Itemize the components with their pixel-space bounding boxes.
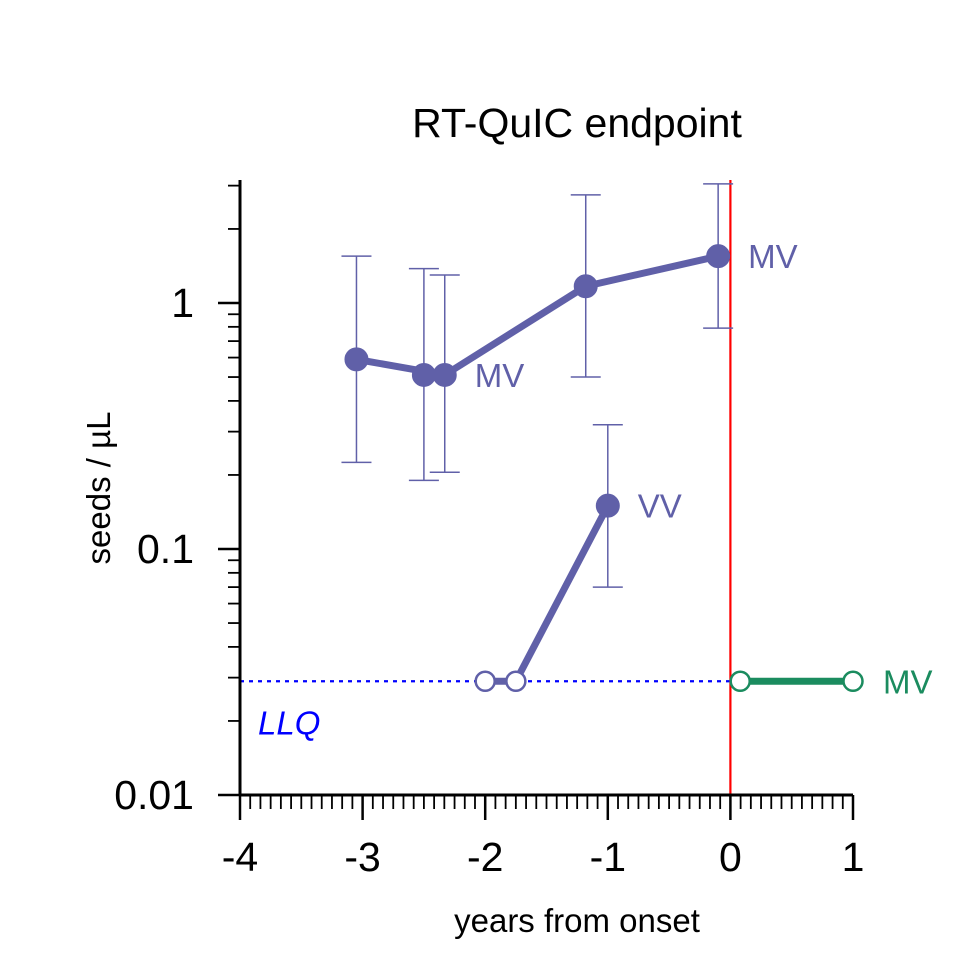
series-label: MV bbox=[883, 663, 933, 700]
y-tick-label: 0.01 bbox=[114, 772, 194, 818]
series-labels: MV VV MV MV bbox=[475, 238, 933, 700]
data-point-open bbox=[474, 670, 496, 693]
data-point bbox=[595, 493, 620, 518]
y-tick-label: 1 bbox=[171, 280, 194, 326]
data-point bbox=[432, 362, 457, 387]
series-label: VV bbox=[638, 488, 682, 525]
series-label: MV bbox=[748, 238, 798, 275]
reference-lines: LLQ bbox=[240, 180, 738, 795]
data-point bbox=[411, 362, 436, 387]
series-label: MV bbox=[475, 357, 525, 394]
error-bars bbox=[341, 183, 734, 588]
series-line-segment bbox=[512, 504, 611, 683]
y-tick-label: 0.1 bbox=[137, 526, 194, 572]
series-lines bbox=[355, 252, 853, 685]
data-points bbox=[344, 244, 864, 693]
data-point bbox=[344, 347, 369, 372]
axes: 0.01 0.1 1 -4 -3 -2 -1 0 1 bbox=[114, 180, 864, 880]
llq-label: LLQ bbox=[258, 704, 320, 741]
data-point-open bbox=[729, 670, 751, 693]
data-point bbox=[573, 274, 598, 299]
data-point-open bbox=[842, 670, 864, 693]
series-line-segment bbox=[442, 283, 588, 378]
data-point bbox=[706, 244, 731, 269]
y-axis-label: seeds / µL bbox=[80, 412, 117, 565]
series-line-segment bbox=[584, 252, 719, 290]
x-tick-label: 0 bbox=[719, 834, 742, 880]
x-tick-label: -1 bbox=[590, 834, 626, 880]
x-axis-label: years from onset bbox=[454, 902, 700, 939]
x-tick-label: 1 bbox=[842, 834, 865, 880]
x-tick-label: -4 bbox=[222, 834, 258, 880]
data-point-open bbox=[505, 670, 527, 693]
x-tick-label: -2 bbox=[467, 834, 503, 880]
chart-title: RT-QuIC endpoint bbox=[412, 100, 742, 146]
x-tick-label: -3 bbox=[344, 834, 380, 880]
